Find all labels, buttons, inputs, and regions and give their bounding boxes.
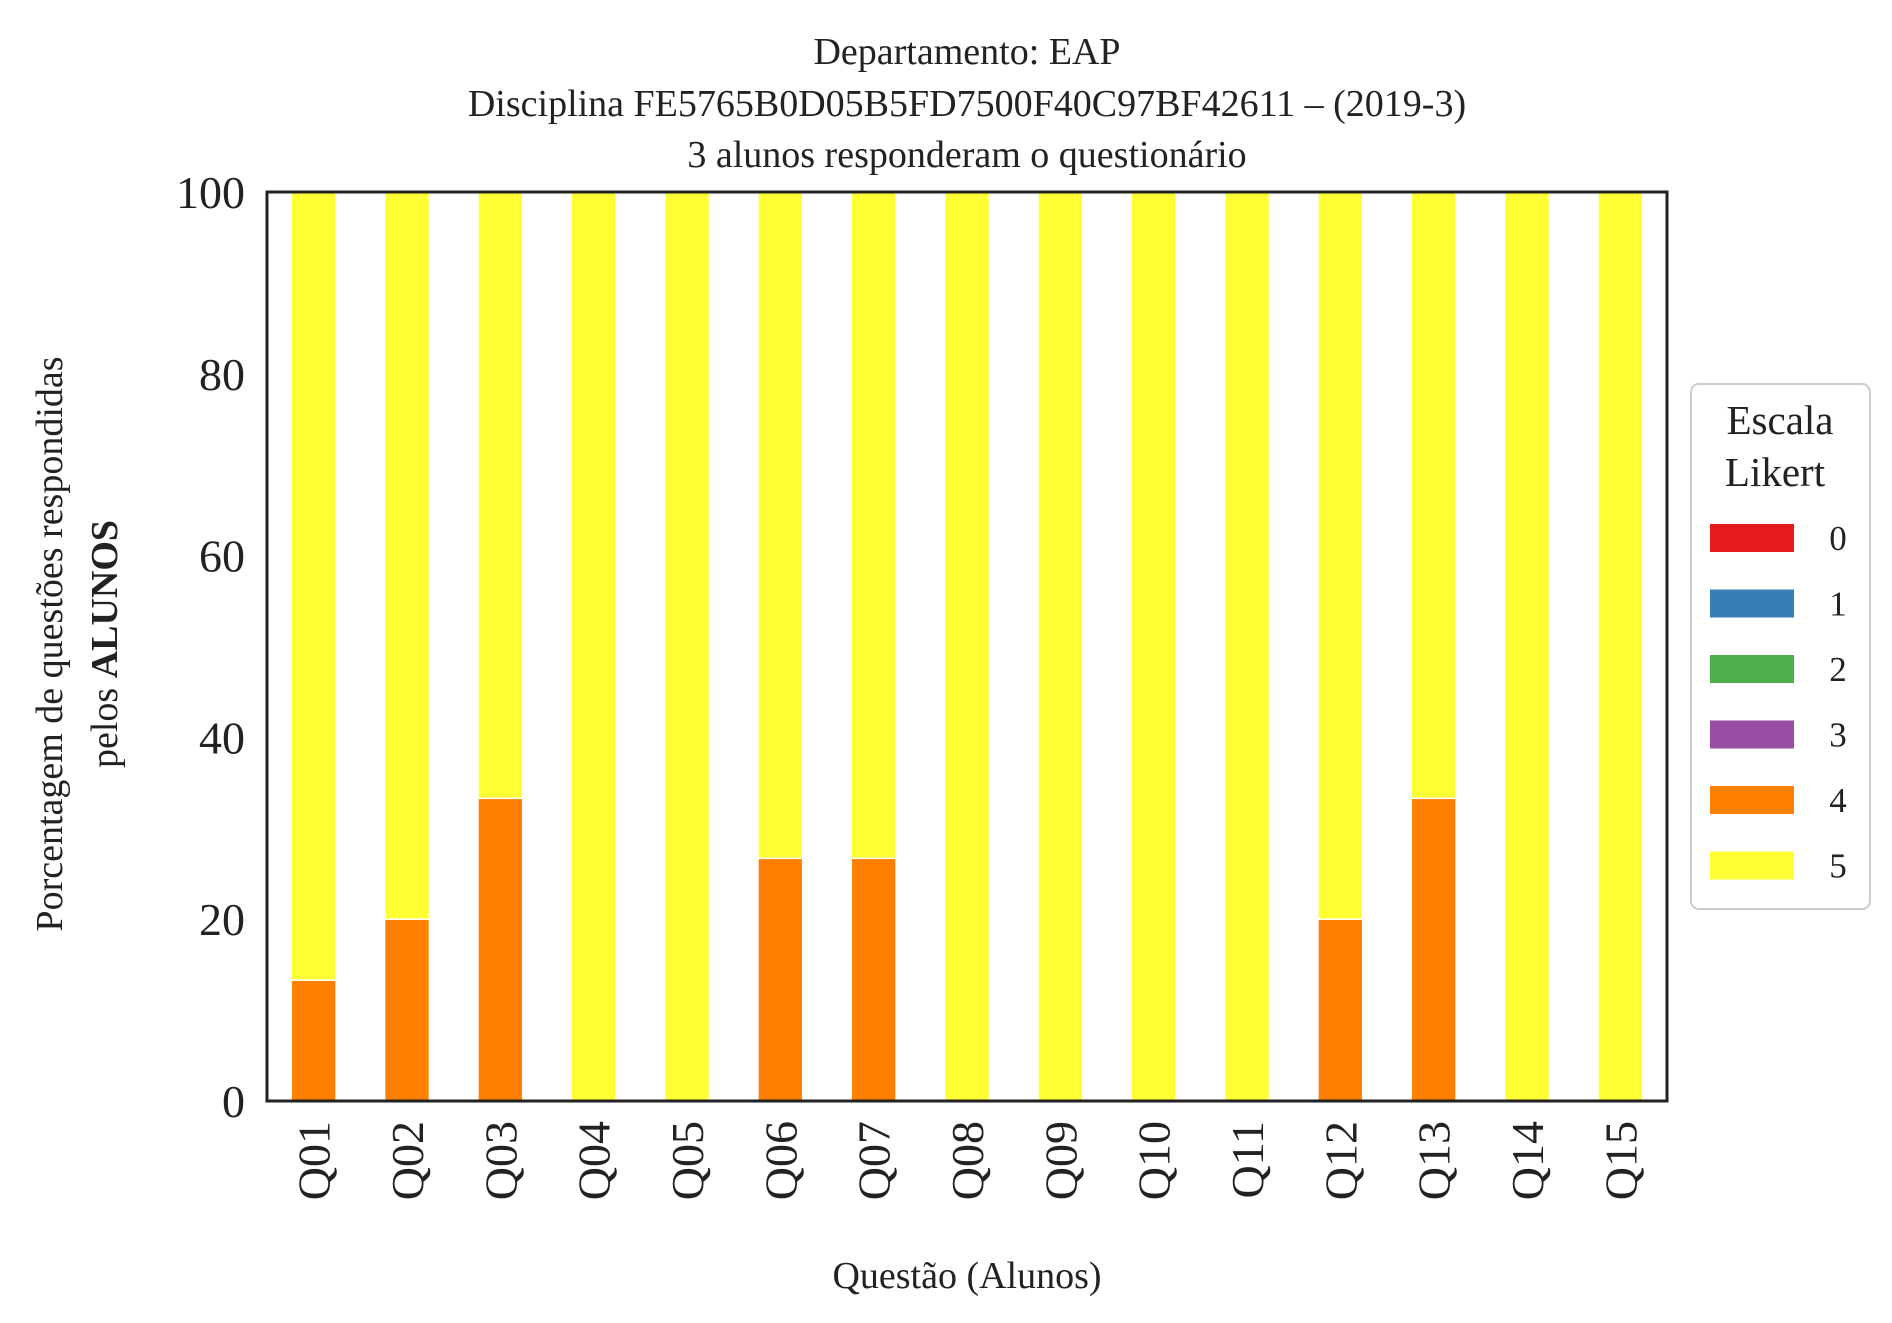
legend-label-5: 5	[1829, 847, 1847, 886]
legend-title-line-1: Escala	[1727, 397, 1834, 443]
x-axis-label: Questão (Alunos)	[832, 1255, 1101, 1297]
x-tick-label: Q10	[1129, 1121, 1180, 1200]
y-tick-label: 20	[199, 894, 245, 945]
x-tick-label: Q09	[1035, 1121, 1086, 1200]
x-tick-label: Q01	[289, 1121, 340, 1200]
bar-Q12-likert-4	[1317, 918, 1364, 1102]
bar-Q13-likert-4	[1410, 797, 1457, 1102]
bar-Q14-likert-5	[1503, 191, 1551, 1102]
legend-swatch-0	[1710, 524, 1794, 552]
legend-title-line-2: Likert	[1725, 449, 1826, 495]
title-line-3: 3 alunos responderam o questionário	[687, 134, 1246, 176]
x-ticks: Q01 Q02 Q03 Q04 Q05 Q06 Q07 Q08 Q09 Q10 Q11 Q12 Q13 Q…	[289, 1121, 1647, 1200]
y-axis-label-bold: ALUNOS	[84, 520, 126, 678]
legend: Escala Likert 0 1 2 3 4 5	[1690, 383, 1871, 910]
y-axis-label-line-2: pelos ALUNOS	[84, 520, 126, 768]
legend-label-3: 3	[1829, 716, 1847, 755]
bars	[290, 191, 1644, 1102]
legend-swatch-3	[1710, 720, 1794, 749]
bar-Q03-likert-4	[477, 797, 524, 1102]
y-tick-label: 60	[199, 531, 245, 582]
y-tick-label: 80	[199, 349, 245, 400]
y-axis-label-prefix: pelos	[84, 678, 126, 768]
x-tick-label: Q13	[1409, 1121, 1460, 1200]
bar-Q11-likert-5	[1223, 191, 1271, 1102]
plot-frame	[265, 190, 1669, 1103]
bar-Q02-likert-5	[383, 191, 431, 920]
x-tick-label: Q08	[942, 1121, 993, 1200]
x-tick-label: Q02	[382, 1121, 433, 1200]
bar-Q01-likert-5	[290, 191, 337, 981]
y-ticks: 0 20 40 60 80 100	[176, 167, 245, 1127]
bar-Q03-likert-5	[477, 191, 524, 800]
bar-Q07-likert-5	[850, 191, 897, 860]
legend-swatch-5	[1710, 851, 1794, 880]
bar-Q13-likert-5	[1410, 191, 1457, 800]
x-tick-label: Q06	[755, 1121, 806, 1200]
legend-label-0: 0	[1829, 519, 1847, 558]
bar-Q08-likert-5	[943, 191, 991, 1102]
bar-Q06-likert-4	[757, 857, 804, 1102]
x-tick-label: Q14	[1502, 1121, 1553, 1200]
legend-items: 0 1 2 3 4 5	[1710, 519, 1847, 886]
x-tick-label: Q04	[569, 1121, 620, 1200]
y-tick-label: 100	[176, 167, 245, 218]
y-tick-label: 40	[199, 712, 245, 763]
bar-Q07-likert-4	[850, 857, 897, 1102]
bar-Q06-likert-5	[757, 191, 804, 860]
bar-Q05-likert-5	[663, 191, 711, 1102]
y-axis-label: Porcentagem de questões respondidas pelo…	[29, 356, 126, 931]
legend-box	[1690, 383, 1871, 910]
title-line-2: Disciplina FE5765B0D05B5FD7500F40C97BF42…	[468, 83, 1466, 125]
bar-Q02-likert-4	[383, 918, 431, 1102]
legend-label-4: 4	[1829, 781, 1847, 820]
x-tick-label: Q12	[1315, 1121, 1366, 1200]
legend-swatch-4	[1710, 786, 1794, 814]
y-axis-label-line-1: Porcentagem de questões respondidas	[29, 356, 71, 931]
bar-Q12-likert-5	[1317, 191, 1364, 920]
x-tick-label: Q03	[475, 1121, 526, 1200]
title-line-1: Departamento: EAP	[813, 31, 1120, 73]
bar-Q15-likert-5	[1597, 191, 1644, 1102]
x-tick-label: Q05	[662, 1121, 713, 1200]
chart-title: Departamento: EAP Disciplina FE5765B0D05…	[468, 31, 1466, 176]
legend-swatch-2	[1710, 655, 1794, 683]
x-tick-label: Q11	[1222, 1121, 1273, 1199]
legend-swatch-1	[1710, 589, 1794, 618]
bar-Q09-likert-5	[1037, 191, 1084, 1102]
bar-Q04-likert-5	[570, 191, 617, 1102]
x-tick-label: Q15	[1595, 1121, 1646, 1200]
x-tick-label: Q07	[849, 1121, 900, 1200]
y-tick-label: 0	[222, 1076, 245, 1127]
bar-Q01-likert-4	[290, 979, 337, 1102]
bar-Q10-likert-5	[1130, 191, 1177, 1102]
legend-label-2: 2	[1829, 650, 1847, 689]
legend-label-1: 1	[1829, 585, 1847, 624]
